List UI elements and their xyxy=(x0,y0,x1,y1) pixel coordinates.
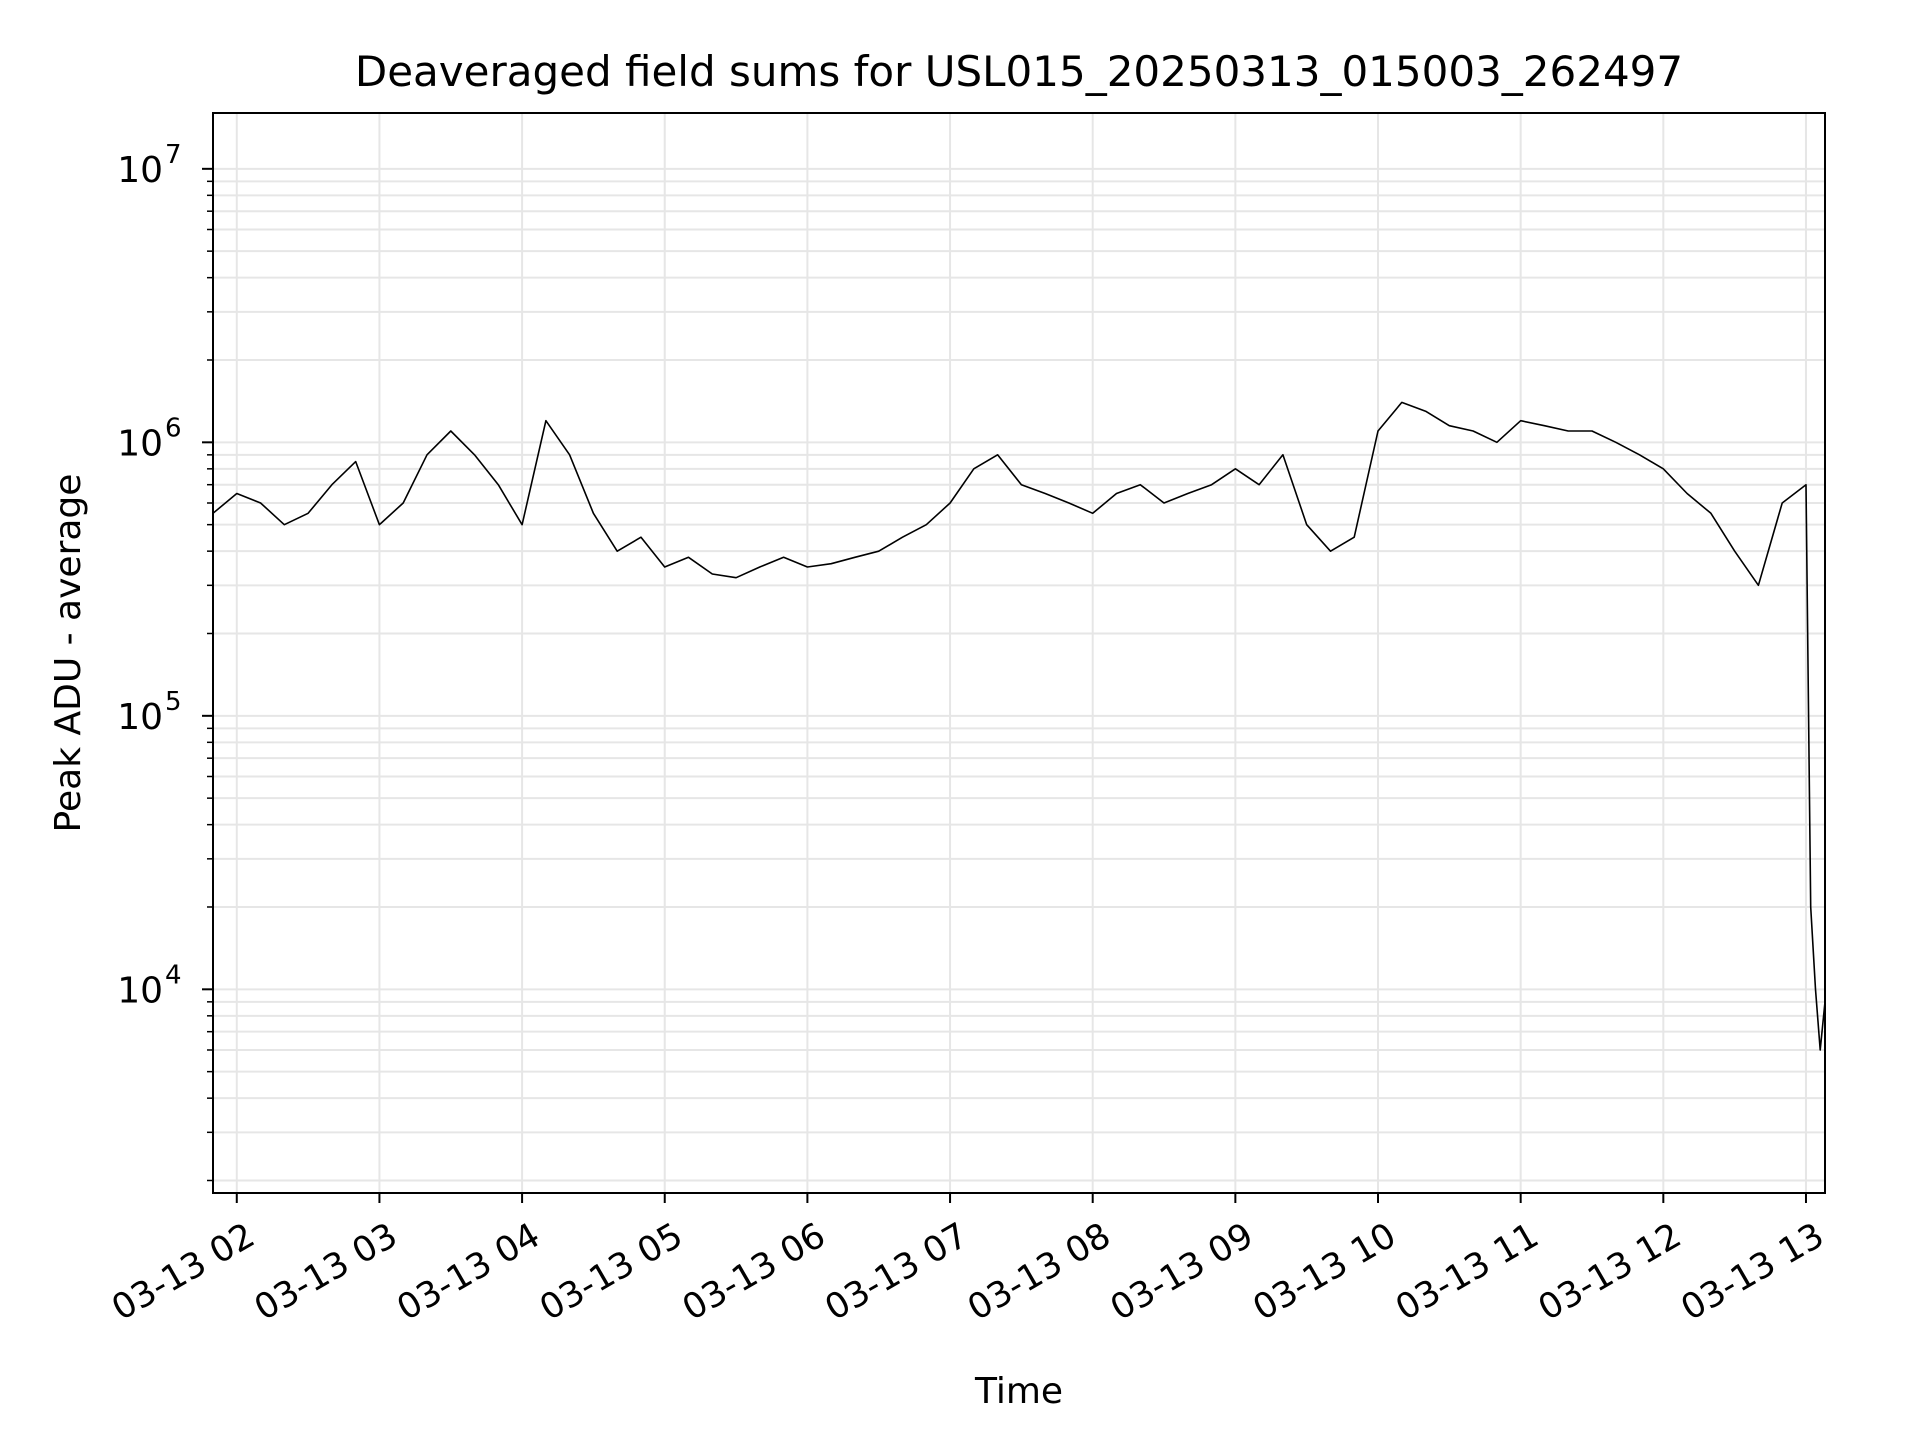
chart-title: Deaveraged field sums for USL015_2025031… xyxy=(355,47,1683,96)
y-tick-label: 10 xyxy=(117,697,163,738)
y-tick-label: 10 xyxy=(117,423,163,464)
y-tick-exponent: 6 xyxy=(165,413,182,443)
y-tick-exponent: 4 xyxy=(165,960,182,990)
series-layer xyxy=(213,401,1825,1051)
y-tick-label: 10 xyxy=(117,970,163,1011)
y-tick-exponent: 7 xyxy=(165,140,182,170)
y-tick-exponent: 5 xyxy=(165,687,182,717)
plot-frame xyxy=(212,112,1826,1194)
y-axis-label: Peak ADU - average xyxy=(48,474,89,833)
series-line xyxy=(213,401,1825,1051)
x-axis-label: Time xyxy=(974,1371,1063,1412)
grid-layer xyxy=(213,113,1825,1193)
y-tick-label: 10 xyxy=(117,150,163,191)
